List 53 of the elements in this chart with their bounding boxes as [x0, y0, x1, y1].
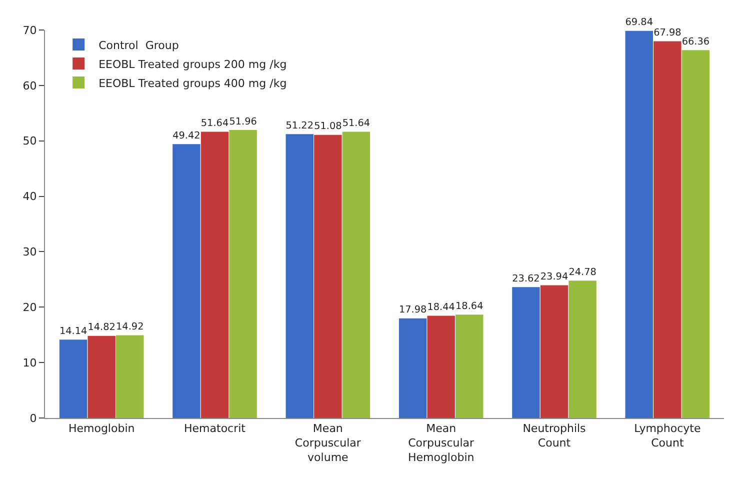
y-tick-label: 40 — [22, 190, 37, 204]
bar — [540, 285, 568, 418]
legend-label: EEOBL Treated groups 400 mg /kg — [98, 76, 287, 90]
bar — [654, 41, 682, 418]
data-label: 49.42 — [172, 130, 200, 142]
bar — [456, 314, 484, 418]
data-label: 67.98 — [654, 28, 682, 39]
bar — [116, 335, 144, 418]
y-tick-label: 30 — [22, 246, 37, 259]
y-tick-label: 60 — [22, 79, 37, 92]
data-label: 14.82 — [88, 322, 116, 334]
bar — [512, 287, 540, 418]
data-label: 51.64 — [200, 118, 229, 130]
data-label: 66.36 — [682, 36, 710, 48]
data-label: 24.78 — [568, 267, 596, 278]
data-label: 14.14 — [59, 326, 88, 337]
bar — [427, 316, 455, 418]
bar — [625, 30, 653, 418]
y-tick-label: 70 — [22, 24, 37, 37]
bar — [398, 318, 427, 418]
data-label: 51.22 — [286, 120, 314, 132]
x-tick-label: Mean Corpuscular Hemoglobin — [408, 422, 475, 464]
bar — [59, 340, 88, 418]
bar — [568, 280, 596, 418]
x-tick-label: Mean Corpuscular volume — [294, 422, 362, 464]
data-label: 51.64 — [342, 118, 370, 130]
bar — [342, 132, 370, 418]
y-tick-label: 20 — [22, 300, 37, 314]
data-label: 14.92 — [116, 322, 144, 333]
data-label: 23.62 — [512, 273, 540, 284]
y-tick-label: 0 — [30, 412, 37, 425]
bar — [172, 144, 200, 418]
legend-label: Control Group — [98, 38, 179, 52]
data-label: 18.64 — [456, 301, 484, 312]
bar — [314, 134, 342, 418]
x-tick-label: Neutrophils Count — [522, 422, 586, 450]
bar — [88, 336, 116, 418]
y-tick-label: 10 — [22, 356, 37, 370]
x-tick-label: Lymphocyte Count — [634, 422, 701, 450]
data-label: 17.98 — [398, 304, 427, 316]
data-label: 51.96 — [229, 116, 257, 128]
bar — [229, 130, 257, 418]
bar — [200, 132, 229, 418]
y-tick-label: 50 — [22, 134, 37, 148]
data-label: 23.94 — [540, 272, 568, 283]
data-label: 51.08 — [314, 121, 342, 132]
data-label: 69.84 — [625, 17, 653, 28]
bar — [286, 134, 314, 418]
x-tick-label: Hemoglobin — [68, 422, 135, 436]
bar — [682, 50, 710, 418]
data-label: 18.44 — [427, 302, 455, 314]
legend-label: EEOBL Treated groups 200 mg /kg — [98, 58, 287, 71]
x-tick-label: Hematocrit — [184, 422, 246, 436]
